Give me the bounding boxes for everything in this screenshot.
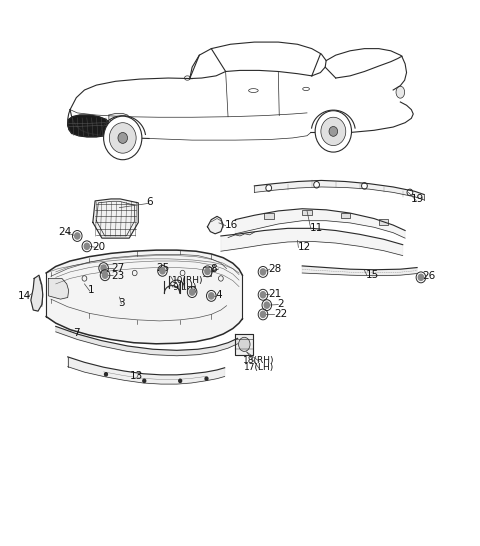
- Circle shape: [264, 301, 270, 309]
- Text: 20: 20: [93, 242, 106, 252]
- Polygon shape: [235, 334, 253, 355]
- Text: 10(RH): 10(RH): [172, 276, 204, 284]
- Text: 4: 4: [215, 290, 222, 300]
- Circle shape: [118, 133, 128, 144]
- Bar: [302, 210, 312, 215]
- Circle shape: [266, 185, 272, 191]
- Circle shape: [100, 264, 107, 272]
- Bar: [340, 212, 350, 218]
- Circle shape: [260, 268, 266, 276]
- Circle shape: [260, 291, 266, 299]
- Text: 15: 15: [365, 270, 379, 280]
- Circle shape: [189, 288, 195, 296]
- Text: 16: 16: [225, 220, 238, 230]
- Circle shape: [321, 117, 346, 146]
- Ellipse shape: [396, 86, 405, 98]
- Circle shape: [329, 127, 337, 136]
- Polygon shape: [68, 357, 225, 384]
- Polygon shape: [46, 250, 242, 344]
- Polygon shape: [235, 209, 405, 238]
- Circle shape: [74, 232, 81, 240]
- Text: 27: 27: [111, 263, 124, 272]
- Circle shape: [84, 242, 90, 250]
- Circle shape: [159, 267, 166, 275]
- Text: 17(LH): 17(LH): [244, 363, 274, 372]
- Text: 23: 23: [111, 271, 124, 281]
- Polygon shape: [302, 266, 417, 276]
- Circle shape: [260, 311, 266, 318]
- Ellipse shape: [239, 337, 250, 352]
- Text: 19: 19: [410, 194, 424, 205]
- Circle shape: [418, 274, 424, 281]
- Circle shape: [314, 181, 320, 188]
- Text: 22: 22: [274, 309, 287, 319]
- Polygon shape: [31, 275, 43, 311]
- Circle shape: [407, 189, 413, 195]
- Bar: [379, 219, 388, 224]
- Text: 11: 11: [310, 223, 323, 233]
- Text: 3: 3: [119, 298, 125, 308]
- Text: 14: 14: [18, 291, 31, 301]
- Polygon shape: [254, 180, 424, 200]
- Text: 13: 13: [130, 371, 143, 382]
- Bar: [264, 213, 274, 218]
- Text: 1: 1: [88, 286, 95, 295]
- Polygon shape: [109, 114, 130, 122]
- Text: 2: 2: [277, 299, 284, 309]
- Circle shape: [205, 377, 208, 380]
- Polygon shape: [48, 278, 69, 299]
- Circle shape: [208, 292, 215, 300]
- Text: 9(LH): 9(LH): [172, 283, 196, 292]
- Circle shape: [179, 379, 181, 382]
- Circle shape: [109, 123, 136, 153]
- Polygon shape: [93, 199, 138, 238]
- Circle shape: [315, 111, 351, 152]
- Circle shape: [105, 373, 108, 376]
- Text: 21: 21: [269, 289, 282, 299]
- Text: 24: 24: [59, 227, 72, 237]
- Polygon shape: [56, 327, 238, 356]
- Text: 8: 8: [210, 264, 217, 274]
- Circle shape: [361, 182, 367, 189]
- Text: 26: 26: [422, 271, 436, 281]
- Polygon shape: [207, 216, 223, 234]
- Text: 6: 6: [146, 197, 152, 207]
- Text: 28: 28: [269, 264, 282, 274]
- Polygon shape: [221, 228, 403, 256]
- Text: 5: 5: [189, 286, 195, 296]
- Text: 18(RH): 18(RH): [243, 355, 275, 365]
- Ellipse shape: [184, 76, 190, 80]
- Polygon shape: [68, 115, 111, 137]
- Text: 12: 12: [298, 242, 311, 252]
- Circle shape: [204, 268, 211, 275]
- Circle shape: [143, 379, 146, 382]
- Text: 7: 7: [73, 328, 80, 338]
- Circle shape: [104, 116, 142, 160]
- Text: 25: 25: [156, 263, 169, 272]
- Circle shape: [102, 271, 108, 279]
